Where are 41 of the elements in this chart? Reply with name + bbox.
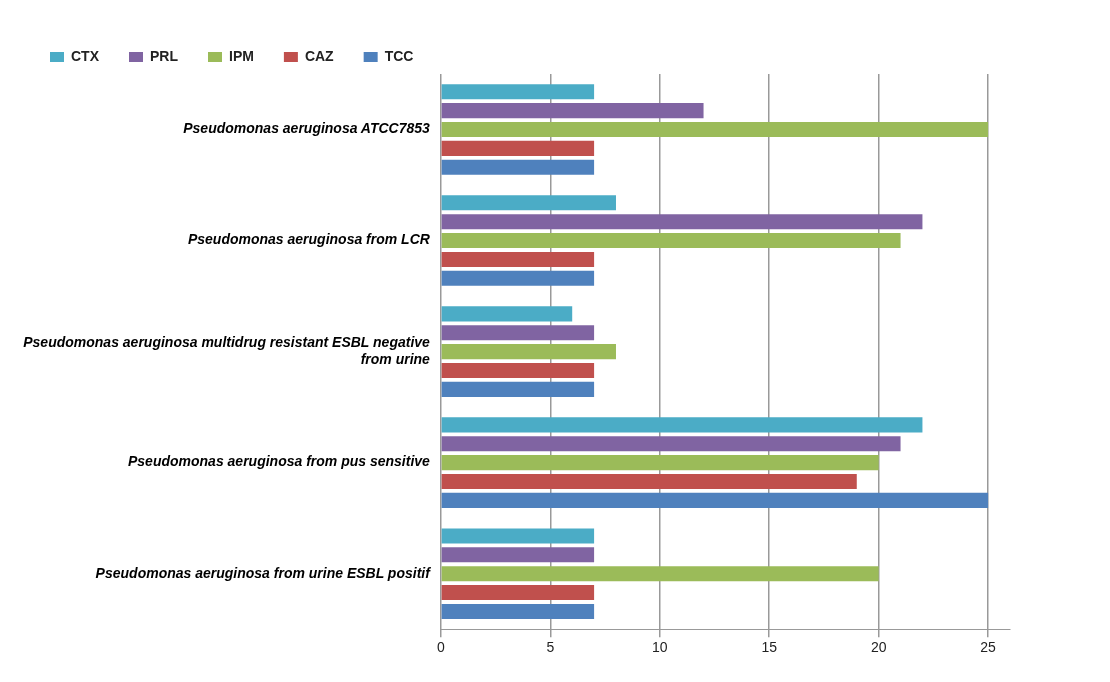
y-tick-label: Pseudomonas aeruginosa multidrug resistant ESBL negative from urine bbox=[23, 334, 431, 367]
bar bbox=[441, 214, 923, 230]
bar bbox=[441, 547, 595, 563]
y-tick-label: Pseudomonas aeruginosa from urine ESBL positif bbox=[95, 564, 432, 581]
legend-label: TCC bbox=[384, 47, 414, 64]
bar bbox=[441, 362, 595, 379]
bar bbox=[441, 270, 595, 286]
x-tick-label: 10 bbox=[651, 639, 668, 656]
x-tick-label: 15 bbox=[761, 639, 778, 656]
y-tick-label: Pseudomonas aeruginosa from LCR bbox=[187, 231, 431, 248]
bar bbox=[441, 528, 595, 544]
bar bbox=[441, 325, 595, 341]
bar bbox=[441, 436, 901, 452]
bar bbox=[441, 103, 704, 119]
x-tick-label: 25 bbox=[980, 639, 997, 656]
bar bbox=[441, 455, 879, 471]
x-tick-label: 0 bbox=[436, 639, 445, 656]
legend-label: IPM bbox=[229, 47, 254, 64]
bar bbox=[441, 195, 616, 211]
bar bbox=[441, 306, 573, 322]
y-tick-label: Pseudomonas aeruginosa from pus sensitive bbox=[127, 453, 431, 470]
bar bbox=[441, 381, 595, 397]
bar bbox=[441, 344, 616, 360]
bar bbox=[441, 585, 595, 601]
x-tick-label: 5 bbox=[546, 639, 555, 656]
bar bbox=[441, 492, 989, 508]
bar bbox=[441, 121, 989, 138]
bar bbox=[441, 159, 595, 175]
bar bbox=[441, 417, 923, 433]
legend-label: CAZ bbox=[304, 47, 335, 64]
bar bbox=[441, 566, 879, 582]
y-tick-label: Pseudomonas aeruginosa ATCC7853 bbox=[183, 120, 431, 137]
bar bbox=[441, 233, 901, 249]
legend-label: PRL bbox=[150, 47, 179, 64]
bar bbox=[441, 473, 857, 490]
x-tick-label: 20 bbox=[870, 639, 887, 656]
bar bbox=[441, 603, 595, 619]
bar bbox=[441, 251, 595, 267]
bar bbox=[441, 84, 595, 100]
legend-label: CTX bbox=[71, 47, 100, 64]
bar bbox=[441, 140, 595, 156]
